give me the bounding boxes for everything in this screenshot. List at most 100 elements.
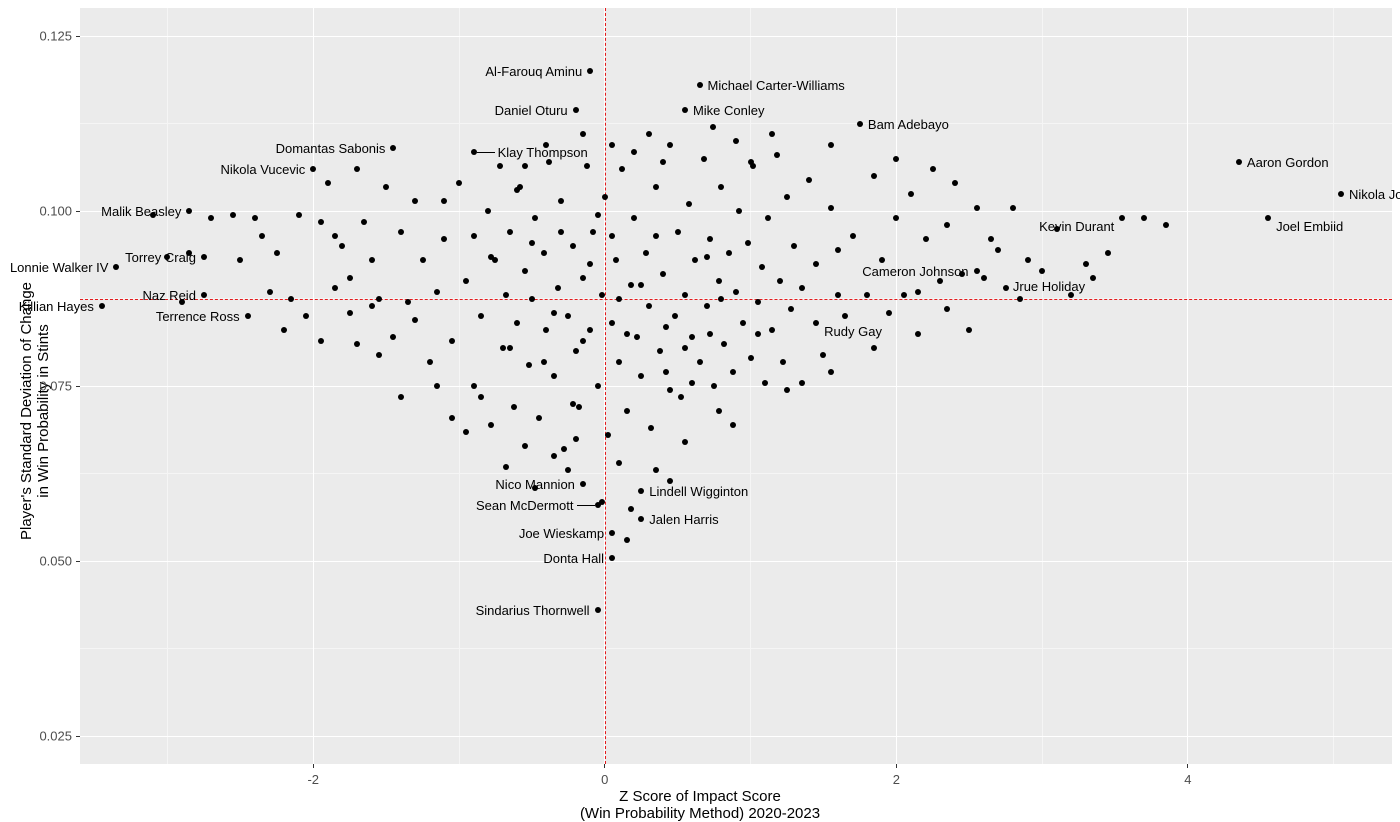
point-label: Al-Farouq Aminu — [362, 65, 582, 78]
scatter-point — [628, 282, 634, 288]
scatter-point — [995, 247, 1001, 253]
scatter-point — [616, 359, 622, 365]
scatter-point — [784, 194, 790, 200]
scatter-point — [288, 296, 294, 302]
scatter-point — [573, 348, 579, 354]
scatter-point — [952, 180, 958, 186]
scatter-point — [974, 205, 980, 211]
scatter-point — [584, 163, 590, 169]
scatter-point — [558, 198, 564, 204]
scatter-point — [478, 394, 484, 400]
scatter-point — [376, 296, 382, 302]
scatter-point — [347, 275, 353, 281]
scatter-point — [624, 331, 630, 337]
scatter-point — [354, 341, 360, 347]
scatter-point — [274, 250, 280, 256]
scatter-point — [230, 212, 236, 218]
scatter-point — [347, 310, 353, 316]
point-label: Sean McDermott — [354, 499, 574, 512]
scatter-point — [1105, 250, 1111, 256]
point-label: Malik Beasley — [0, 205, 181, 218]
gridline-h — [80, 473, 1392, 474]
scatter-point — [667, 387, 673, 393]
x-axis-title-line2: (Win Probability Method) 2020-2023 — [580, 805, 820, 822]
scatter-point — [701, 156, 707, 162]
y-axis-title-line2: in Win Probability in Stints — [35, 324, 52, 497]
scatter-point — [1025, 257, 1031, 263]
reference-line-vertical — [605, 8, 606, 764]
scatter-point — [595, 212, 601, 218]
scatter-point — [463, 429, 469, 435]
scatter-point — [707, 236, 713, 242]
scatter-point-labeled — [609, 555, 615, 561]
scatter-point-labeled — [1090, 275, 1096, 281]
scatter-point — [503, 464, 509, 470]
scatter-point — [478, 313, 484, 319]
scatter-point — [799, 285, 805, 291]
scatter-point — [1163, 222, 1169, 228]
scatter-point — [529, 240, 535, 246]
scatter-point — [806, 177, 812, 183]
scatter-point — [628, 506, 634, 512]
scatter-point — [835, 292, 841, 298]
scatter-point — [318, 338, 324, 344]
scatter-point — [716, 408, 722, 414]
scatter-point — [361, 219, 367, 225]
scatter-point — [383, 184, 389, 190]
scatter-point — [726, 250, 732, 256]
y-tick-label: 0.125 — [39, 29, 72, 44]
scatter-point — [580, 275, 586, 281]
scatter-point — [653, 184, 659, 190]
scatter-point — [1017, 296, 1023, 302]
scatter-point — [710, 124, 716, 130]
scatter-point — [624, 537, 630, 543]
scatter-point — [532, 215, 538, 221]
scatter-point — [412, 198, 418, 204]
scatter-point — [420, 257, 426, 263]
gridline-h — [80, 123, 1392, 124]
scatter-point — [541, 359, 547, 365]
scatter-point — [522, 268, 528, 274]
scatter-point-labeled — [595, 607, 601, 613]
point-label: Kevin Durant — [894, 220, 1114, 233]
scatter-point — [488, 254, 494, 260]
point-label: Klay Thompson — [498, 146, 588, 159]
scatter-point — [541, 250, 547, 256]
scatter-point — [672, 313, 678, 319]
x-tick-label: 2 — [893, 772, 900, 787]
scatter-point — [296, 212, 302, 218]
scatter-point — [755, 331, 761, 337]
scatter-point — [704, 254, 710, 260]
point-label: Nikola Jokic — [1349, 188, 1400, 201]
scatter-point — [595, 383, 601, 389]
scatter-point — [441, 198, 447, 204]
scatter-point — [643, 250, 649, 256]
scatter-point — [886, 310, 892, 316]
scatter-point — [653, 233, 659, 239]
scatter-point — [507, 229, 513, 235]
x-tick-label: -2 — [307, 772, 319, 787]
scatter-point — [930, 166, 936, 172]
scatter-point — [667, 142, 673, 148]
scatter-point — [609, 142, 615, 148]
scatter-point — [799, 380, 805, 386]
scatter-point-labeled — [580, 481, 586, 487]
label-leader-line — [577, 505, 595, 506]
scatter-point — [716, 278, 722, 284]
scatter-point — [678, 394, 684, 400]
y-tick-mark — [76, 561, 80, 562]
scatter-point — [500, 345, 506, 351]
point-label: Cameron Johnson — [749, 265, 969, 278]
scatter-point-labeled — [201, 292, 207, 298]
scatter-point — [526, 362, 532, 368]
scatter-point — [576, 404, 582, 410]
scatter-point — [573, 436, 579, 442]
scatter-point-labeled — [573, 107, 579, 113]
point-label: Domantas Sabonis — [165, 142, 385, 155]
scatter-point — [718, 184, 724, 190]
scatter-point — [456, 180, 462, 186]
scatter-point — [755, 299, 761, 305]
scatter-point — [663, 369, 669, 375]
scatter-point — [551, 310, 557, 316]
label-leader-line — [477, 152, 495, 153]
